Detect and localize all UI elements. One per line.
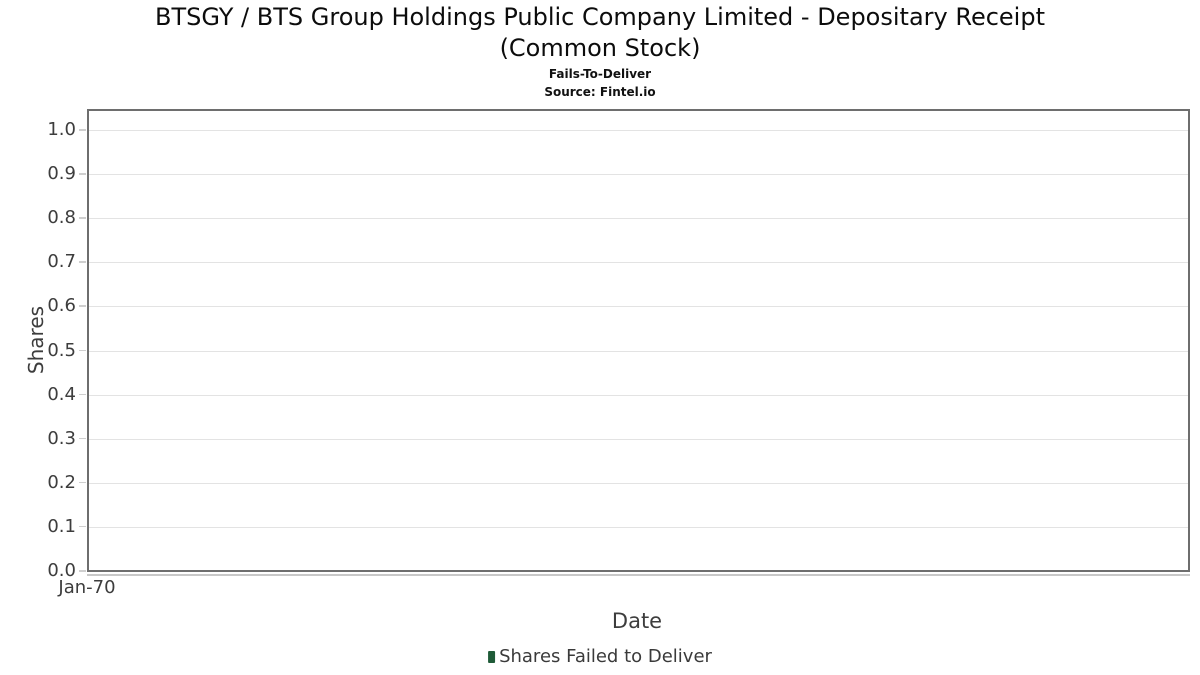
gridline (89, 218, 1188, 220)
y-tick-mark (79, 481, 86, 484)
gridline (89, 394, 1188, 396)
plot-area (87, 109, 1190, 572)
y-tick-mark (79, 525, 86, 528)
y-tick-mark (79, 261, 86, 263)
y-tick-mark (79, 437, 86, 440)
y-tick-mark (79, 217, 86, 219)
y-tick-label: 0.7 (47, 251, 76, 273)
y-tick-label: 0.3 (47, 427, 76, 449)
x-tick-label: Jan-70 (58, 577, 116, 598)
gridline (89, 482, 1188, 484)
legend-marker-icon (488, 650, 496, 663)
legend-label: Shares Failed to Deliver (499, 646, 712, 667)
gridline (89, 438, 1188, 440)
gridline (89, 306, 1188, 308)
y-tick-label: 0.2 (47, 471, 76, 493)
y-tick-label: 1.0 (47, 119, 76, 140)
y-tick-mark (79, 129, 86, 131)
gridline (89, 130, 1188, 131)
y-tick-label: 0.8 (47, 207, 76, 229)
gridline (89, 526, 1188, 528)
gridline (89, 350, 1188, 352)
y-tick-mark (79, 570, 86, 572)
y-tick-mark (79, 393, 86, 396)
y-tick-label: 0.6 (47, 295, 76, 317)
y-tick-label: 0.5 (47, 339, 76, 361)
y-tick-mark (79, 173, 86, 175)
y-tick-mark (79, 305, 86, 307)
y-tick-label: 0.4 (47, 383, 76, 405)
chart-title: BTSGY / BTS Group Holdings Public Compan… (155, 3, 1045, 62)
chart-subtitle: Fails-To-Deliver (548, 67, 652, 81)
legend: Shares Failed to Deliver (488, 646, 712, 667)
chart-source-label: Source: Fintel.io (544, 85, 656, 99)
y-tick-label: 0.9 (47, 163, 76, 185)
y-tick-mark (79, 349, 86, 351)
gridline (89, 174, 1188, 176)
x-axis-line (87, 574, 1190, 576)
x-axis-title: Date (611, 609, 663, 633)
y-tick-label: 0.0 (47, 560, 76, 581)
gridline (89, 262, 1188, 264)
y-tick-label: 0.1 (47, 515, 76, 537)
